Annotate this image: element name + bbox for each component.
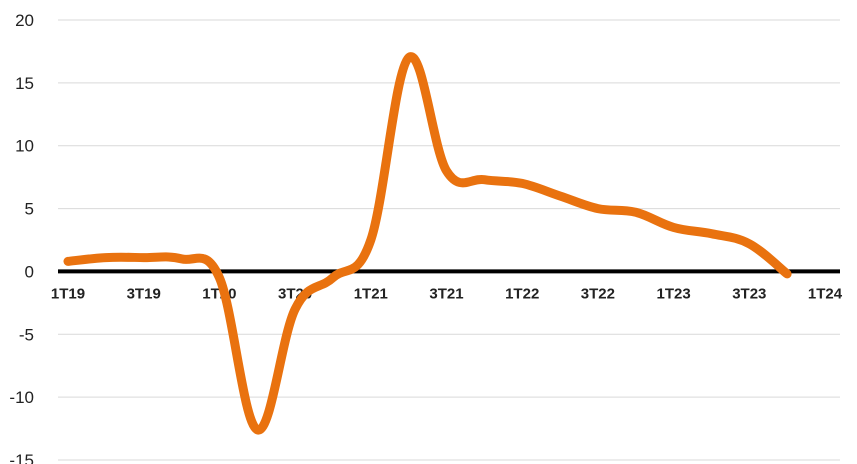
x-tick-label: 1T21: [354, 285, 388, 302]
x-tick-label: 3T21: [429, 285, 463, 302]
y-tick-label: 0: [25, 262, 34, 281]
x-axis-tick-labels: 1T19 3T19 1T20 3T20 1T21 3T21 1T22 3T22 1T23 3T23…: [51, 285, 843, 302]
y-tick-label: 10: [15, 137, 34, 156]
x-tick-label: 3T23: [732, 285, 766, 302]
y-tick-label: 5: [25, 200, 34, 219]
x-tick-label: 1T24: [808, 285, 843, 302]
x-tick-label: 1T19: [51, 285, 85, 302]
y-tick-label: -10: [9, 388, 34, 407]
y-tick-label: 15: [15, 74, 34, 93]
x-tick-label: 3T22: [581, 285, 615, 302]
y-tick-label: -15: [9, 451, 34, 464]
gridlines: [58, 19, 840, 461]
x-tick-label: 1T22: [505, 285, 539, 302]
y-axis-tick-labels: 20 15 10 5 0 -5 -10 -15: [9, 11, 34, 464]
x-tick-label: 1T23: [656, 285, 690, 302]
series-layer: [63, 52, 792, 435]
series-line: [63, 52, 792, 435]
y-tick-label: 20: [15, 11, 34, 30]
y-tick-label: -5: [19, 325, 34, 344]
x-tick-label: 3T19: [127, 285, 161, 302]
